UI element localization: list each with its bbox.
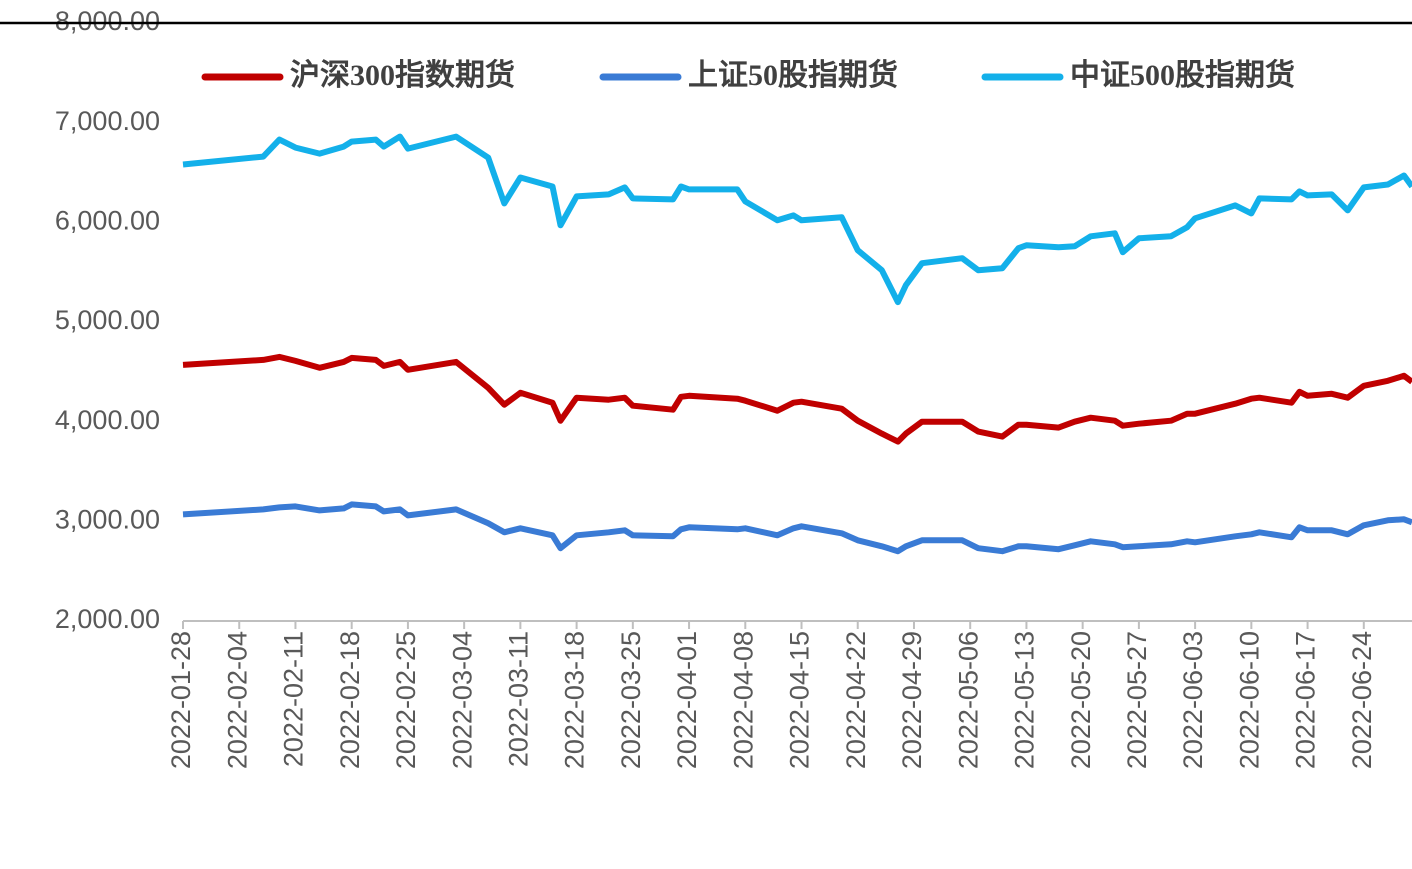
series-line — [182, 501, 1412, 555]
x-tick-label: 2022-04-01 — [672, 631, 702, 769]
series-line — [182, 353, 1412, 445]
x-tick-label: 2022-05-20 — [1066, 631, 1096, 769]
x-tick-label: 2022-05-13 — [1010, 631, 1040, 769]
x-tick-label: 2022-01-28 — [166, 631, 196, 769]
x-tick-label: 2022-02-25 — [391, 631, 421, 769]
x-tick-label: 2022-06-17 — [1291, 631, 1321, 769]
x-tick-label: 2022-03-25 — [616, 631, 646, 769]
x-tick-label: 2022-05-27 — [1122, 631, 1152, 769]
legend-label: 上证50股指期货 — [688, 58, 898, 92]
x-tick-label: 2022-04-29 — [897, 631, 927, 769]
x-tick-label: 2022-02-18 — [335, 631, 365, 769]
x-tick-label: 2022-03-11 — [503, 631, 533, 767]
x-tick-label: 2022-05-06 — [953, 631, 983, 769]
y-tick-label: 3,000.00 — [55, 504, 160, 534]
y-tick-label: 8,000.00 — [55, 6, 160, 36]
y-tick-label: 6,000.00 — [55, 205, 160, 235]
x-tick-label: 2022-04-08 — [728, 631, 758, 769]
x-tick-label: 2022-06-24 — [1347, 631, 1377, 769]
x-tick-label: 2022-04-22 — [841, 631, 871, 769]
y-tick-label: 7,000.00 — [55, 106, 160, 136]
x-tick-label: 2022-03-18 — [560, 631, 590, 769]
series-line — [182, 133, 1412, 306]
y-tick-label: 5,000.00 — [55, 305, 160, 335]
x-tick-label: 2022-06-03 — [1178, 631, 1208, 769]
x-tick-label: 2022-04-15 — [785, 631, 815, 769]
x-tick-label: 2022-02-04 — [222, 631, 252, 769]
legend-label: 中证500股指期货 — [1070, 58, 1295, 92]
x-tick-label: 2022-06-10 — [1234, 631, 1264, 769]
legend-label: 沪深300指数期货 — [290, 58, 515, 92]
y-tick-label: 4,000.00 — [55, 405, 160, 435]
x-tick-label: 2022-02-11 — [279, 631, 309, 767]
y-tick-label: 2,000.00 — [55, 604, 160, 634]
x-tick-label: 2022-03-04 — [447, 631, 477, 769]
